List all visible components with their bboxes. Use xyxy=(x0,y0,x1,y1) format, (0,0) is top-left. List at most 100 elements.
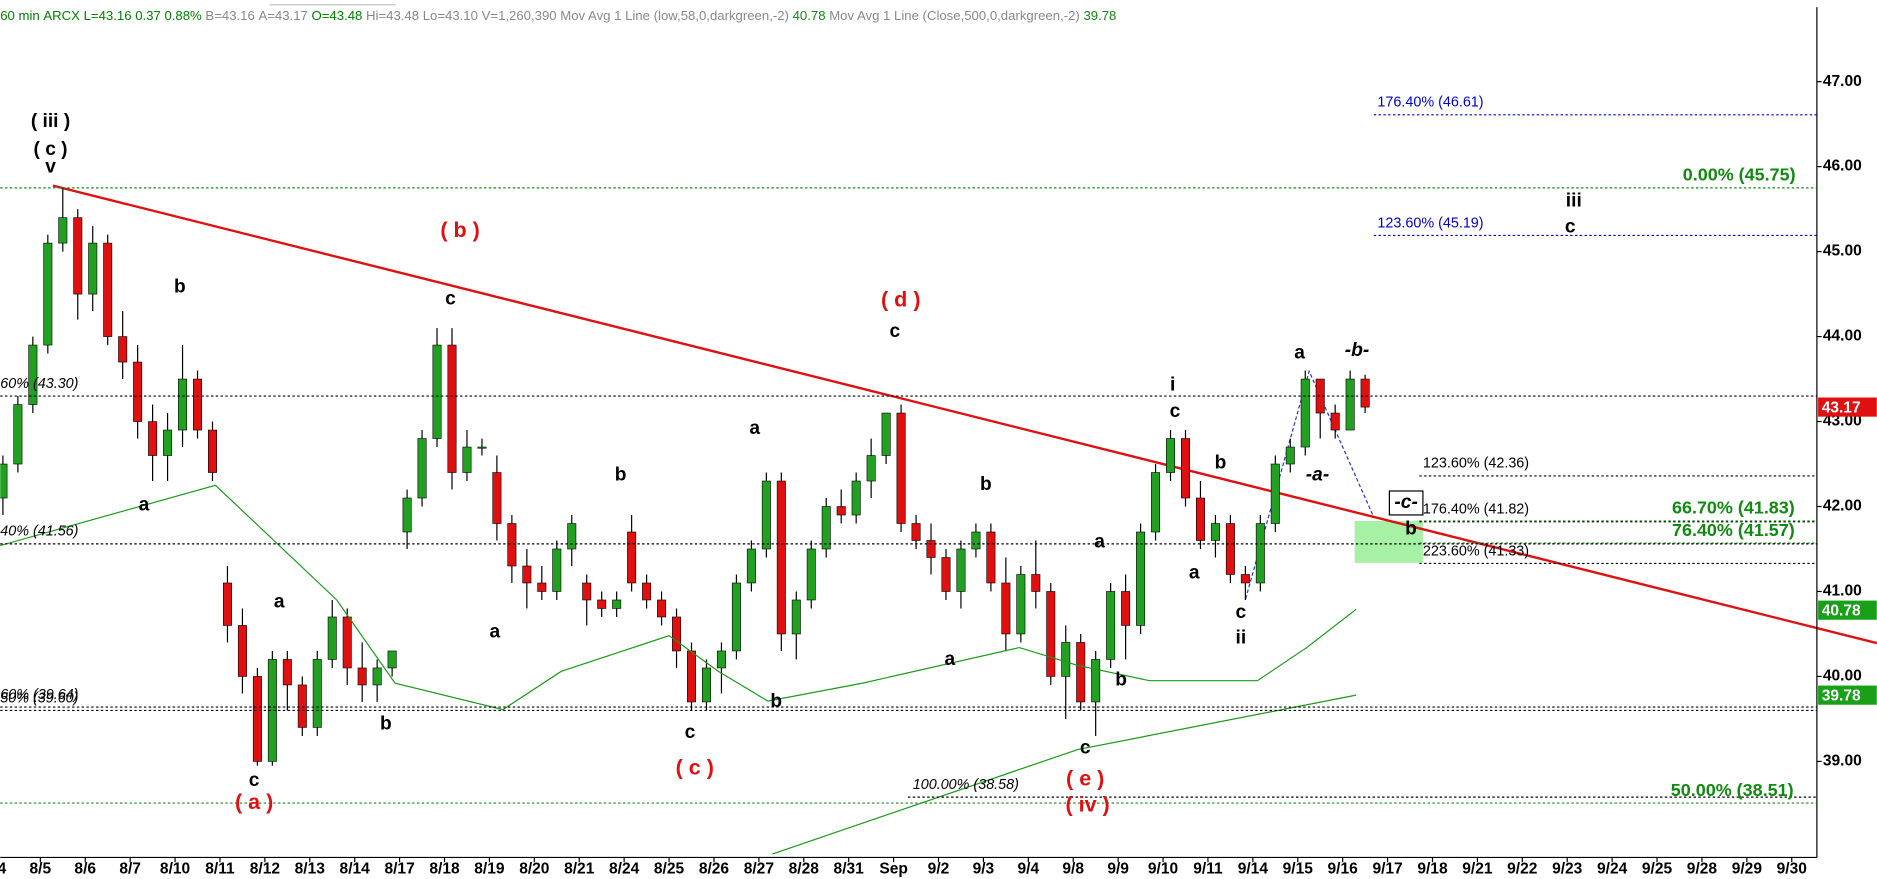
candle-body xyxy=(716,650,726,669)
x-tick-label: 9/3 xyxy=(973,861,995,878)
x-tick-label: 8/6 xyxy=(74,861,96,878)
candle-body xyxy=(432,344,442,439)
fib-label: 40% (41.56) xyxy=(0,524,78,540)
fib-label: 60% (43.30) xyxy=(0,376,78,392)
x-tick-label: 8/5 xyxy=(30,861,52,878)
candle-body xyxy=(73,217,83,295)
fib-label: 176.40% (46.61) xyxy=(1377,95,1483,111)
x-tick-label: 8/25 xyxy=(654,861,685,878)
wave-label: c xyxy=(1236,602,1247,623)
x-tick-label: 9/28 xyxy=(1687,861,1718,878)
candle-body xyxy=(282,659,292,686)
candle-body xyxy=(821,506,831,550)
x-tick-label: 8/14 xyxy=(340,861,371,878)
candle-body xyxy=(1210,523,1220,541)
candle-body xyxy=(1255,523,1265,584)
candle-body xyxy=(1001,582,1011,635)
x-tick-label: 9/4 xyxy=(1018,861,1040,878)
wave-label: c xyxy=(685,722,696,743)
x-tick-label: 9/11 xyxy=(1193,861,1223,878)
candle-body xyxy=(1136,531,1146,626)
wave-label: a xyxy=(1094,532,1105,553)
x-tick-label: 8/10 xyxy=(160,861,191,878)
header-item: Mov Avg 1 Line (Close,500,0,darkgreen,-2… xyxy=(829,8,1080,23)
wave-label: ( c ) xyxy=(33,139,67,160)
wave-label: c xyxy=(1080,738,1091,759)
candle-body xyxy=(986,531,996,584)
candle-body xyxy=(163,429,173,456)
candle-body xyxy=(1166,438,1176,473)
wave-label: b xyxy=(1115,669,1127,690)
wave-box xyxy=(1388,490,1424,516)
candle-body xyxy=(0,463,8,499)
header-item: V=1,260,390 xyxy=(482,8,557,23)
moving-average xyxy=(0,484,1357,711)
candle-body xyxy=(252,676,262,762)
wave-label: ( a ) xyxy=(235,789,273,814)
header-item: ARCX xyxy=(43,8,80,23)
x-tick-label: 9/22 xyxy=(1507,861,1538,878)
candle-body xyxy=(597,599,607,609)
header-item: 0.37 xyxy=(135,8,161,23)
x-tick-label: 8/27 xyxy=(744,861,774,878)
candle-body xyxy=(672,616,682,652)
wave-label: b xyxy=(1215,453,1227,474)
candle-body xyxy=(941,557,951,592)
target-zone xyxy=(1354,520,1423,563)
x-tick-label: 8/19 xyxy=(474,861,505,878)
candle-body xyxy=(387,650,397,669)
wave-label: ii xyxy=(1236,627,1247,648)
y-tick-label: 47.00 xyxy=(1823,73,1862,90)
header-item: 60 min xyxy=(0,8,40,23)
candle-body xyxy=(492,472,502,524)
fib-label: 50.00% (38.51) xyxy=(1671,780,1794,800)
candle-body xyxy=(43,242,53,346)
candle-body xyxy=(1240,574,1250,584)
wave-label: b xyxy=(770,691,782,712)
fib-label: 50% (39.60) xyxy=(0,690,78,706)
price-tag-label: 40.78 xyxy=(1822,602,1861,619)
header-item: 40.78 xyxy=(793,8,826,23)
wave-label: -c- xyxy=(1394,492,1417,513)
y-tick-label: 39.00 xyxy=(1823,753,1862,770)
y-tick-label: 45.00 xyxy=(1823,243,1862,260)
wave-label: ( d ) xyxy=(881,286,921,311)
wave-label: v xyxy=(45,157,56,178)
x-tick-label: 9/24 xyxy=(1597,861,1628,878)
candle-body xyxy=(627,531,637,584)
candle-body xyxy=(222,582,232,626)
x-tick-label: 8/17 xyxy=(384,861,414,878)
candle-body xyxy=(1076,642,1086,703)
candle-body xyxy=(866,455,876,482)
candle-body xyxy=(1225,523,1235,575)
candle-body xyxy=(761,480,771,550)
y-tick-label: 42.00 xyxy=(1823,498,1862,515)
candle-body xyxy=(462,446,472,473)
x-tick-label: 9/8 xyxy=(1062,861,1084,878)
x-tick-label: 8/20 xyxy=(519,861,550,878)
candle-body xyxy=(402,497,412,533)
fib-label: 176.40% (41.82) xyxy=(1423,502,1529,518)
candle-body xyxy=(28,344,38,405)
candle-body xyxy=(1151,472,1161,533)
candle-body xyxy=(701,667,711,703)
price-tag xyxy=(1818,600,1877,620)
wave-label: ( iv ) xyxy=(1065,792,1109,817)
candle-body xyxy=(477,446,487,449)
x-tick-label: 8/31 xyxy=(834,861,865,878)
candle-body xyxy=(1061,642,1071,677)
wave-label: c xyxy=(445,288,456,309)
candle-body xyxy=(372,667,382,686)
candle-body xyxy=(1016,574,1026,635)
x-tick-label: 9/2 xyxy=(928,861,950,878)
candle-body xyxy=(297,684,307,728)
candle-body xyxy=(1360,378,1370,408)
candle-body xyxy=(133,361,143,422)
candle-body xyxy=(148,421,158,456)
x-tick-label: 8/13 xyxy=(295,861,326,878)
fib-label: 0.00% (45.75) xyxy=(1683,165,1796,185)
candle-body xyxy=(1121,591,1131,626)
wave-label: a xyxy=(1294,342,1305,363)
fib-label: 100.00% (38.58) xyxy=(913,777,1019,793)
